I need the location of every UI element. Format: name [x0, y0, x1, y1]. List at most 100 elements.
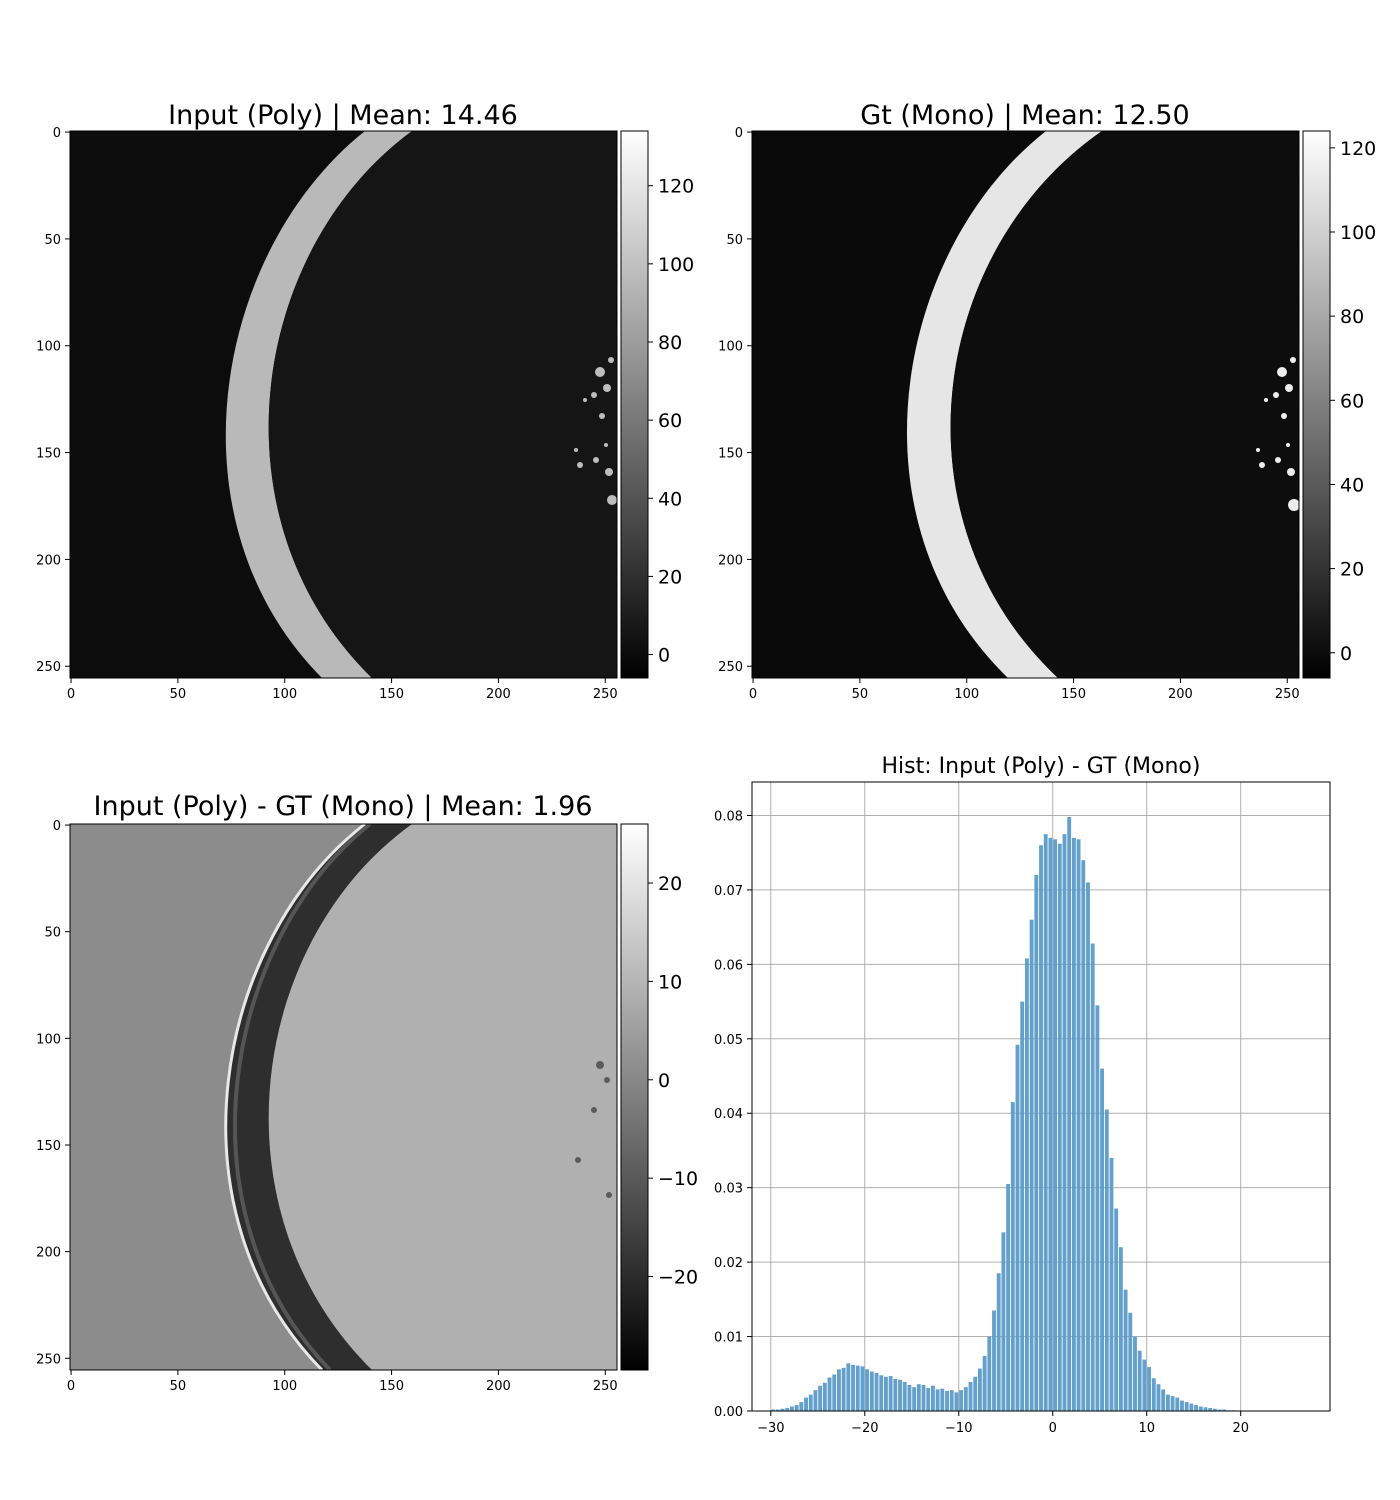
hist-bar	[860, 1366, 865, 1411]
hist-bar	[832, 1374, 837, 1411]
hist-bar	[865, 1369, 870, 1411]
y-tick-label: 0.03	[714, 1182, 743, 1197]
hist-bar	[775, 1409, 780, 1411]
x-tick-label: −10	[945, 1421, 972, 1436]
hist-bar	[846, 1363, 851, 1411]
hist-bar	[1010, 1102, 1015, 1411]
hist-bar	[1151, 1378, 1156, 1411]
ct-image-diff	[70, 824, 617, 1370]
y-tick-label: 100	[36, 340, 61, 355]
x-tick-label: 0	[67, 687, 75, 702]
hist-bar	[1081, 860, 1086, 1411]
hist-bar	[1034, 875, 1039, 1411]
colorbar-tick-label: −10	[658, 1168, 698, 1190]
hist-bar	[963, 1387, 968, 1411]
hist-bar	[996, 1273, 1001, 1411]
hist-bar	[1057, 843, 1062, 1411]
panel-input-frame	[69, 130, 618, 679]
colorbar-gradient	[1302, 130, 1331, 679]
hist-bar	[771, 1409, 776, 1411]
hist-bar	[973, 1376, 978, 1411]
y-tick-label: 0	[735, 126, 743, 141]
hist-bar	[1123, 1289, 1128, 1411]
hist-bar	[1043, 834, 1048, 1411]
y-tick-label: 0.05	[714, 1033, 743, 1048]
y-tick-label: 200	[36, 1246, 61, 1261]
hist-ticks: −30 −20 −10 0 10 20 0.00 0.01 0.02 0.03 0.04 0.05 0.…	[714, 809, 1249, 1436]
panel-gt-axes: 0 50 100 150 200 250 0 50 100 150 200 250	[718, 126, 1299, 702]
hist-bar	[902, 1381, 907, 1411]
hist-bar	[1020, 1001, 1025, 1411]
colorbar-tick-label: 100	[1340, 222, 1376, 244]
hist-bar	[790, 1406, 794, 1411]
y-tick-label: 50	[726, 233, 743, 248]
hist-bar	[1053, 839, 1058, 1411]
hist-bar	[959, 1390, 964, 1411]
hist-bar	[799, 1402, 804, 1411]
hist-bar	[1198, 1406, 1203, 1411]
x-tick-label: 10	[1138, 1421, 1155, 1436]
y-tick-label: 0.07	[714, 884, 743, 899]
y-tick-label: 150	[718, 447, 743, 462]
y-tick-label: 250	[718, 660, 743, 675]
x-tick-label: 0	[1049, 1421, 1057, 1436]
colorbar-tick-label: 40	[1340, 474, 1364, 496]
x-tick-label: 250	[1275, 687, 1300, 702]
panel-diff-axes: 0 50 100 150 200 250 0 50 100 150 200 250	[36, 819, 617, 1394]
y-tick-label: 50	[44, 926, 61, 941]
y-tick-label: 0.04	[714, 1107, 743, 1122]
hist-bar	[1165, 1394, 1170, 1411]
hist-bar	[1161, 1389, 1166, 1411]
hist-bar	[1212, 1408, 1217, 1411]
y-tick-label: 150	[36, 1139, 61, 1154]
hist-bar	[804, 1397, 808, 1411]
hist-bar	[874, 1373, 879, 1411]
x-tick-label: 200	[486, 687, 511, 702]
hist-bar	[977, 1368, 982, 1411]
colorbar-gradient	[620, 130, 649, 679]
y-tick-label: 100	[36, 1032, 61, 1047]
colorbar-input: 0 20 40 60 80 100 120	[620, 130, 694, 679]
hist-bar	[1170, 1396, 1175, 1411]
x-tick-label: 150	[379, 1379, 404, 1394]
x-tick-label: 200	[486, 1379, 511, 1394]
hist-bar	[1104, 1109, 1109, 1411]
hist-bar	[1156, 1384, 1161, 1411]
hist-bar	[851, 1364, 855, 1411]
colorbar-tick-label: 120	[658, 176, 694, 198]
hist-bar	[1142, 1359, 1147, 1411]
hist-bar	[1024, 958, 1029, 1411]
hist-bar	[1189, 1403, 1194, 1411]
hist-bar	[1222, 1409, 1227, 1411]
hist-bar	[1114, 1208, 1119, 1411]
panel-diff-title: Input (Poly) - GT (Mono) | Mean: 1.96	[94, 791, 593, 822]
y-tick-label: 0	[53, 819, 61, 834]
panel-input: Input (Poly) | Mean: 14.46 0 50 100 150 200 2…	[36, 100, 694, 702]
colorbar-gt: 0 20 40 60 80 100 120	[1302, 130, 1376, 679]
x-tick-label: 50	[170, 687, 187, 702]
y-tick-label: 250	[36, 660, 61, 675]
hist-bar	[1095, 1005, 1100, 1411]
colorbar-tick-label: −20	[658, 1267, 698, 1289]
hist-bar	[1137, 1350, 1142, 1411]
hist-frame	[751, 781, 1331, 1412]
hist-bar	[1100, 1068, 1105, 1411]
hist-bar	[808, 1394, 813, 1411]
hist-bar	[813, 1390, 818, 1411]
y-tick-label: 0.01	[714, 1331, 743, 1346]
hist-bar	[1048, 837, 1053, 1411]
y-tick-label: 0.02	[714, 1256, 743, 1271]
colorbar-tick-label: 10	[658, 971, 682, 993]
hist-bar	[1071, 837, 1076, 1411]
x-tick-label: −20	[851, 1421, 878, 1436]
hist-bar	[987, 1336, 992, 1411]
x-tick-label: 150	[379, 687, 404, 702]
hist-bar	[837, 1369, 841, 1411]
hist-bar	[968, 1381, 973, 1411]
hist-bar	[884, 1376, 888, 1411]
hist-bar	[818, 1385, 823, 1411]
colorbar-gradient	[620, 823, 649, 1371]
hist-bars	[771, 816, 1236, 1411]
hist-bar	[982, 1355, 987, 1411]
